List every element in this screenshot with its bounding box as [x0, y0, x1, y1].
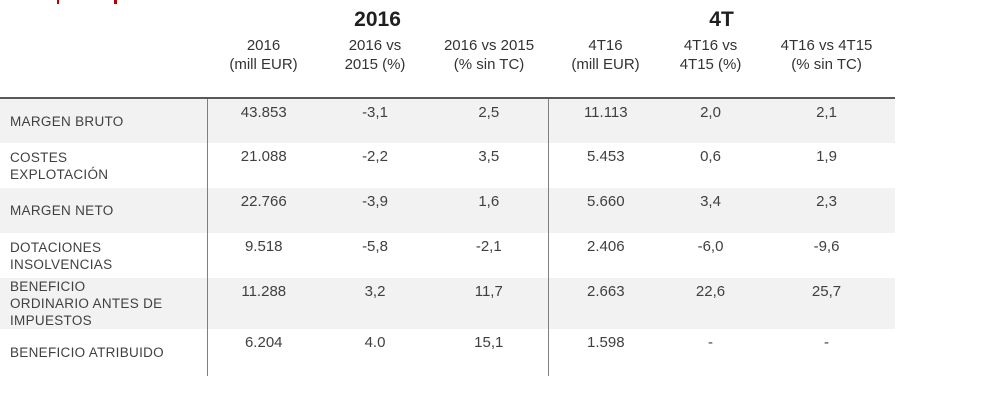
column-header-line2: (mill EUR) [571, 56, 640, 73]
cell-value: -9,6 [813, 238, 840, 255]
financial-results-table: 2016 4T 2016 (mill EUR) 2016 vs 2015 (%) 201… [0, 6, 896, 376]
row-label: BENEFICIO ORDINARIO ANTES DE IMPUESTOS [0, 278, 207, 329]
cropped-red-text-remnant [114, 0, 117, 4]
column-header-line2: 2015 (%) [344, 56, 406, 73]
cell-value: -3,9 [320, 188, 430, 233]
table-row-2: COSTES EXPLOTACIÓN 21.088 -2,2 3,5 5.453 0,6 1… [0, 143, 895, 188]
cell-value: 4.0 [364, 334, 386, 351]
group-header-row: 2016 4T [0, 6, 895, 34]
cell-value: 9.518 [206, 233, 320, 278]
table-row-1: MARGEN BRUTO 43.853 -3,1 2,5 11.113 2,0 2,1 [0, 97, 896, 143]
table-row-5: BENEFICIO ORDINARIO ANTES DE IMPUESTOS 11… [0, 278, 896, 329]
group-header-2016: 2016 [354, 8, 401, 31]
column-header-line1: 4T16 vs [683, 37, 738, 54]
column-header-line1: 4T16 [588, 37, 623, 54]
column-header-line2: (mill EUR) [229, 56, 298, 73]
cell-value: 1.598 [547, 329, 664, 376]
column-header-5: 4T16 vs 4T15 (%) [663, 34, 758, 98]
column-header-line1: 4T16 vs 4T15 [780, 37, 873, 54]
table-row-6: BENEFICIO ATRIBUIDO 6.204 4.0 15,1 1.598 - - [0, 329, 895, 376]
cell-value: 1,9 [816, 148, 837, 165]
column-header-line1: 2016 [246, 37, 281, 54]
cell-value: -2,2 [362, 148, 388, 165]
cell-value: 15,1 [474, 334, 504, 351]
cropped-red-text-remnant [57, 0, 59, 4]
column-header-line2: (% sin TC) [791, 56, 862, 73]
row-label: MARGEN NETO [0, 188, 207, 233]
column-header-line2: (% sin TC) [453, 56, 525, 73]
cell-value: 3,2 [320, 278, 430, 329]
cell-value: -6,0 [697, 238, 724, 255]
cell-value: 2.406 [547, 233, 664, 278]
cell-value: 21.088 [206, 143, 320, 188]
cell-value: -3,1 [320, 97, 430, 143]
row-label: DOTACIONES INSOLVENCIAS [10, 239, 113, 272]
row-label: COSTES EXPLOTACIÓN [10, 149, 109, 182]
column-header-1: 2016 (mill EUR) [207, 34, 320, 98]
column-header-line1: 2016 vs 2015 [443, 37, 535, 54]
cell-value: 2,1 [758, 97, 896, 143]
cell-value: 43.853 [206, 97, 320, 143]
cell-value: 22,6 [663, 278, 759, 329]
group-header-4t: 4T [709, 8, 734, 31]
cell-value: 6.204 [206, 329, 320, 376]
cell-value: 2,5 [430, 97, 549, 143]
column-header-line1: 2016 vs [348, 37, 402, 54]
cell-value: 11.113 [547, 97, 664, 143]
table-body: MARGEN BRUTO 43.853 -3,1 2,5 11.113 2,0 2,1 COS… [0, 97, 896, 376]
column-header-2: 2016 vs 2015 (%) [320, 34, 430, 98]
cell-value: -5,8 [362, 238, 388, 255]
corner-spacer [0, 6, 207, 34]
cell-value: 1,6 [430, 188, 549, 233]
table-row-4: DOTACIONES INSOLVENCIAS 9.518 -5,8 -2,1 2.40… [0, 233, 895, 278]
cell-value: 0,6 [700, 148, 721, 165]
column-header-line2: 4T15 (%) [679, 56, 742, 73]
table-row-3: MARGEN NETO 22.766 -3,9 1,6 5.660 3,4 2,3 [0, 188, 896, 233]
column-header-3: 2016 vs 2015 (% sin TC) [430, 34, 548, 98]
cell-value: - [708, 334, 714, 351]
cell-value: 22.766 [206, 188, 320, 233]
cell-value: 5.453 [547, 143, 664, 188]
column-header-4: 4T16 (mill EUR) [548, 34, 663, 98]
label-column-spacer [0, 34, 207, 98]
cell-value: 3,5 [478, 148, 500, 165]
cell-value: 2,0 [663, 97, 759, 143]
column-header-row: 2016 (mill EUR) 2016 vs 2015 (%) 2016 vs 201… [0, 34, 895, 98]
cell-value: 25,7 [758, 278, 896, 329]
cell-value: 3,4 [663, 188, 759, 233]
cell-value: 2.663 [547, 278, 664, 329]
cell-value: 11.288 [206, 278, 320, 329]
cell-value: 11,7 [430, 278, 549, 329]
row-label: BENEFICIO ATRIBUIDO [10, 345, 164, 360]
cell-value: - [824, 334, 830, 351]
cell-value: -2,1 [475, 238, 502, 255]
table-header: 2016 4T 2016 (mill EUR) 2016 vs 2015 (%) 201… [0, 6, 895, 98]
cell-value: 5.660 [547, 188, 664, 233]
cell-value: 2,3 [758, 188, 896, 233]
row-label: MARGEN BRUTO [0, 97, 207, 143]
column-header-6: 4T16 vs 4T15 (% sin TC) [758, 34, 895, 98]
